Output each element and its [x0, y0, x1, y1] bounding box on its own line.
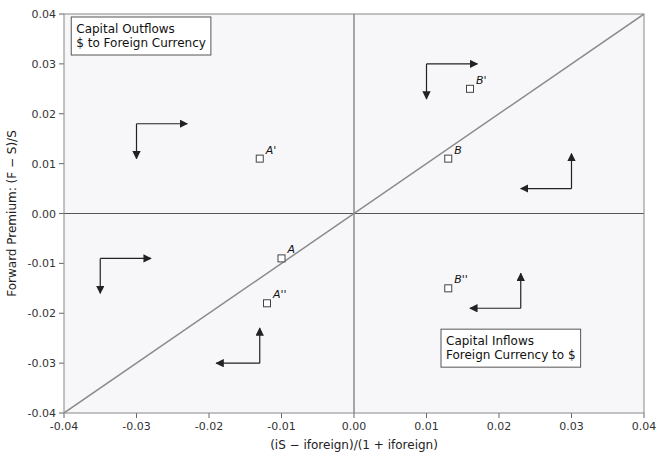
y-tick-label: 0.01 — [32, 158, 57, 171]
x-tick — [281, 413, 282, 418]
chart: -0.04 -0.03 -0.02 -0.01 0.00 0.01 0.02 0.03 0.04… — [0, 0, 660, 459]
point — [256, 155, 263, 162]
y-tick — [59, 363, 64, 364]
point — [445, 155, 452, 162]
arrow-horizontal — [470, 308, 521, 309]
x-tick-label: -0.03 — [122, 420, 150, 433]
x-tick — [136, 413, 137, 418]
arrow-horizontal — [427, 63, 478, 64]
y-tick-label: -0.02 — [28, 307, 56, 320]
annotation-text: Capital InflowsForeign Currency to $ — [446, 334, 576, 362]
x-tick-label: -0.01 — [267, 420, 295, 433]
arrow-horizontal — [100, 258, 151, 259]
x-tick — [426, 413, 427, 418]
annotation-text: Capital Outflows$ to Foreign Currency — [76, 22, 206, 50]
x-tick-label: -0.04 — [50, 420, 78, 433]
x-tick — [644, 413, 645, 418]
point — [278, 255, 285, 262]
x-tick-label: 0.00 — [342, 420, 367, 433]
x-tick-label: 0.02 — [487, 420, 512, 433]
point-label: A — [287, 243, 296, 256]
annotation-line: $ to Foreign Currency — [76, 36, 206, 50]
plot-frame — [64, 14, 644, 413]
arrow-vertical — [136, 124, 137, 159]
annotations: Capital Outflows$ to Foreign CurrencyCap… — [71, 17, 580, 367]
point — [467, 85, 474, 92]
y-tick-label: 0.03 — [32, 58, 57, 71]
y-tick-label: -0.04 — [28, 407, 56, 420]
plot-area — [64, 14, 644, 413]
x-tick-label: 0.03 — [559, 420, 584, 433]
arrow-vertical — [100, 258, 101, 293]
y-axis-label: Forward Premium: (F − S)/S — [5, 130, 19, 297]
annotation-box — [441, 329, 581, 367]
y-tick — [59, 163, 64, 164]
point-label: B — [454, 144, 462, 157]
point-label: B' — [476, 74, 487, 87]
y-tick — [59, 63, 64, 64]
arrow-horizontal — [137, 123, 188, 124]
x-tick — [499, 413, 500, 418]
x-tick — [64, 413, 65, 418]
point-label: A'' — [272, 288, 287, 301]
y-tick-label: 0.00 — [32, 208, 57, 221]
y-tick-label: 0.04 — [32, 8, 57, 21]
point-label: B'' — [454, 273, 468, 286]
arrow-horizontal — [216, 363, 260, 364]
annotation-line: Capital Inflows — [446, 334, 534, 348]
y-tick-label: -0.01 — [28, 257, 56, 270]
point — [264, 300, 271, 307]
point — [445, 285, 452, 292]
x-tick-label: 0.01 — [414, 420, 439, 433]
y-tick — [59, 313, 64, 314]
x-axis-label: (iS − iforeign)/(1 + iforeign) — [270, 438, 438, 452]
arrow-vertical — [571, 154, 572, 189]
annotation-line: Capital Outflows — [76, 22, 175, 36]
arrow-vertical — [520, 273, 521, 308]
axes: -0.04 -0.03 -0.02 -0.01 0.00 0.01 0.02 0.03 0.04… — [28, 8, 657, 433]
y-tick — [59, 113, 64, 114]
arrow-vertical — [426, 64, 427, 99]
y-tick-label: 0.02 — [32, 108, 57, 121]
arrow-vertical — [259, 328, 260, 363]
point-label: A' — [265, 144, 277, 157]
annotation: Capital InflowsForeign Currency to $ — [441, 329, 581, 367]
arrow-horizontal — [521, 188, 572, 189]
parity-line — [64, 14, 644, 413]
y-tick — [59, 14, 64, 15]
y-tick — [59, 263, 64, 264]
x-tick — [571, 413, 572, 418]
x-tick-label: -0.02 — [195, 420, 223, 433]
x-tick-label: 0.04 — [632, 420, 657, 433]
annotation-box — [71, 17, 211, 55]
x-tick — [209, 413, 210, 418]
annotation-line: Foreign Currency to $ — [446, 348, 576, 362]
y-tick-label: -0.03 — [28, 357, 56, 370]
plot-background — [64, 14, 644, 413]
x-tick — [354, 413, 355, 418]
point-labels: A' A A'' B B' B'' — [265, 74, 487, 301]
y-tick — [59, 213, 64, 214]
annotation: Capital Outflows$ to Foreign Currency — [71, 17, 211, 55]
y-tick — [59, 413, 64, 414]
